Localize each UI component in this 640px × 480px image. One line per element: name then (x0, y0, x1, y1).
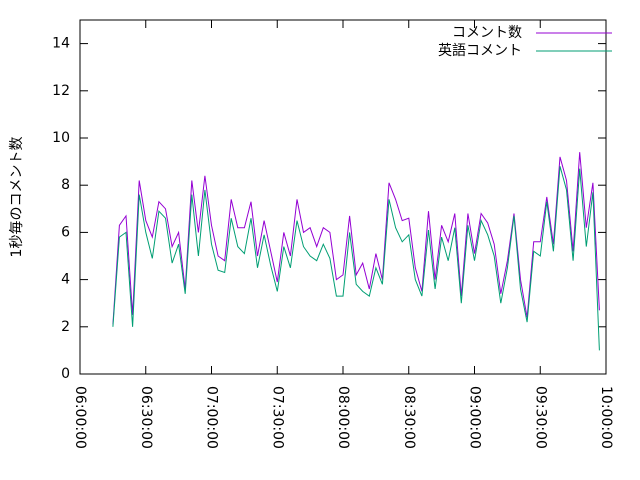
y-tick-label: 12 (52, 83, 70, 99)
x-tick-label: 07:00:00 (204, 386, 220, 449)
y-axis-label: 1秒毎のコメント数 (9, 137, 25, 258)
legend-label: 英語コメント (438, 42, 522, 59)
data-line (112, 152, 600, 325)
data-line (112, 166, 600, 351)
y-tick-label: 2 (61, 319, 70, 335)
x-tick-label: 10:00:00 (598, 386, 614, 449)
x-tick-label: 06:00:00 (72, 386, 88, 449)
x-tick-label: 09:30:00 (532, 386, 548, 449)
y-tick-label: 10 (52, 130, 70, 146)
x-tick-label: 08:00:00 (335, 386, 351, 449)
y-tick-label: 14 (52, 36, 70, 52)
legend-label: コメント数 (452, 25, 522, 41)
x-tick-label: 07:30:00 (269, 386, 285, 449)
x-tick-label: 09:00:00 (467, 386, 483, 449)
y-tick-label: 6 (61, 224, 70, 240)
x-tick-label: 06:30:00 (138, 386, 154, 449)
y-tick-label: 8 (61, 177, 70, 193)
x-tick-label: 08:30:00 (401, 386, 417, 449)
y-tick-label: 4 (61, 272, 70, 288)
y-tick-label: 0 (61, 366, 70, 382)
